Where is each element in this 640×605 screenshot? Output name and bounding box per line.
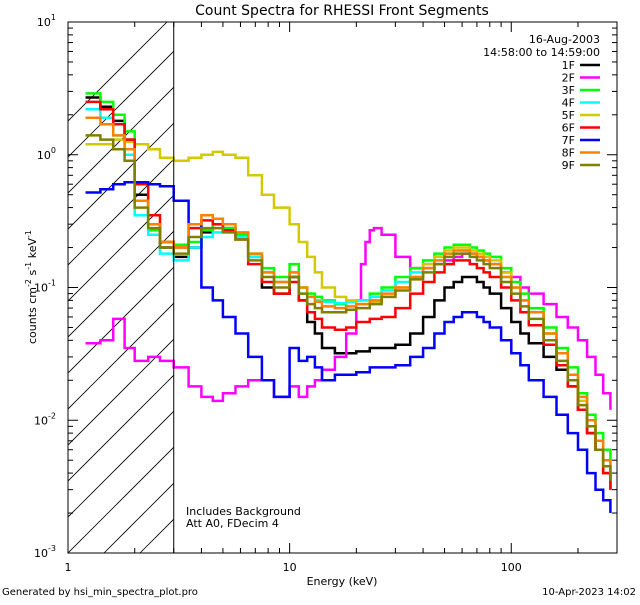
- hatch-line: [103, 482, 174, 553]
- footer-generated-by: Generated by hsi_min_spectra_plot.pro: [2, 587, 198, 598]
- chart-title: Count Spectra for RHESSI Front Segments: [195, 3, 489, 19]
- y-axis: 10-3 10-2 10-1 100 101: [34, 13, 617, 560]
- hatch-line: [68, 338, 174, 446]
- legend-label-3F: 3F: [562, 84, 575, 97]
- legend-label-4F: 4F: [562, 97, 575, 110]
- series-9F: [85, 134, 612, 481]
- y-tick-label: 101: [37, 13, 56, 29]
- annotation-background: Includes Background: [186, 505, 301, 518]
- time-range-label: 14:58:00 to 14:59:00: [483, 46, 600, 59]
- y-axis-label: counts cm-2 s-1 keV-1: [24, 230, 39, 344]
- hatch-line: [68, 374, 174, 482]
- legend-label-9F: 9F: [562, 159, 575, 172]
- legend-label-5F: 5F: [562, 109, 575, 122]
- legend-label-1F: 1F: [562, 59, 575, 72]
- series-8F: [85, 116, 612, 474]
- hatch-line: [68, 194, 174, 302]
- legend-label-2F: 2F: [562, 72, 575, 85]
- x-axis-label: Energy (keV): [307, 575, 378, 588]
- hatch-line: [68, 410, 174, 518]
- legend-label-7F: 7F: [562, 134, 575, 147]
- y-tick-label: 10-1: [34, 279, 56, 295]
- annotation-attenuator: Att A0, FDecim 4: [186, 517, 279, 530]
- footer-timestamp: 10-Apr-2023 14:02: [542, 587, 636, 598]
- hatch-line: [68, 122, 174, 230]
- hatch-line: [68, 50, 174, 158]
- date-label: 16-Aug-2003: [529, 33, 600, 46]
- hatch-line: [320, 0, 640, 553]
- hatch-line: [68, 86, 174, 194]
- hatch-line: [608, 0, 640, 553]
- hatch-line: [572, 0, 640, 553]
- y-tick-label: 10-2: [34, 411, 56, 427]
- x-tick-label: 1: [65, 561, 72, 574]
- x-tick-label: 100: [501, 561, 522, 574]
- hatched-region: [68, 0, 640, 553]
- legend-label-8F: 8F: [562, 147, 575, 160]
- series-4F: [85, 108, 612, 474]
- x-tick-label: 10: [283, 561, 297, 574]
- series-6F: [85, 100, 612, 490]
- hatch-line: [248, 0, 640, 553]
- legend-label-6F: 6F: [562, 122, 575, 135]
- y-tick-label: 100: [37, 146, 56, 162]
- y-tick-label: 10-3: [34, 544, 56, 560]
- hatch-line: [428, 0, 640, 553]
- series-5F: [85, 138, 612, 490]
- hatch-line: [68, 22, 168, 122]
- series-layer: [85, 92, 612, 513]
- hatch-line: [68, 446, 174, 553]
- hatch-line: [68, 266, 174, 374]
- plot-frame: [67, 21, 618, 554]
- hatch-line: [68, 230, 174, 338]
- series-2F: [85, 226, 612, 410]
- series-7F: [85, 181, 612, 513]
